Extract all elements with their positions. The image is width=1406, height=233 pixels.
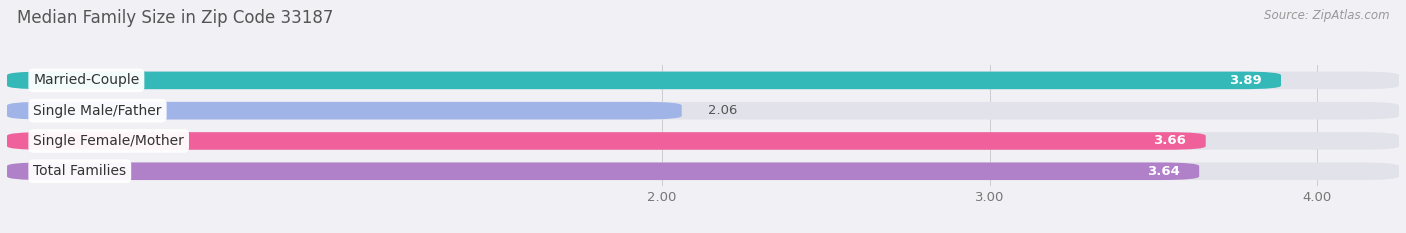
FancyBboxPatch shape (7, 72, 1281, 89)
FancyBboxPatch shape (7, 132, 1399, 150)
FancyBboxPatch shape (7, 102, 682, 120)
FancyBboxPatch shape (7, 102, 1399, 120)
FancyBboxPatch shape (7, 162, 1199, 180)
Text: 3.89: 3.89 (1229, 74, 1261, 87)
Text: 3.66: 3.66 (1153, 134, 1187, 147)
Text: Total Families: Total Families (34, 164, 127, 178)
Text: 2.06: 2.06 (707, 104, 737, 117)
Text: Single Female/Mother: Single Female/Mother (34, 134, 184, 148)
Text: Source: ZipAtlas.com: Source: ZipAtlas.com (1264, 9, 1389, 22)
Text: Married-Couple: Married-Couple (34, 73, 139, 87)
FancyBboxPatch shape (7, 72, 1399, 89)
FancyBboxPatch shape (7, 162, 1399, 180)
Text: 3.64: 3.64 (1147, 165, 1180, 178)
Text: Median Family Size in Zip Code 33187: Median Family Size in Zip Code 33187 (17, 9, 333, 27)
FancyBboxPatch shape (7, 132, 1206, 150)
Text: Single Male/Father: Single Male/Father (34, 104, 162, 118)
